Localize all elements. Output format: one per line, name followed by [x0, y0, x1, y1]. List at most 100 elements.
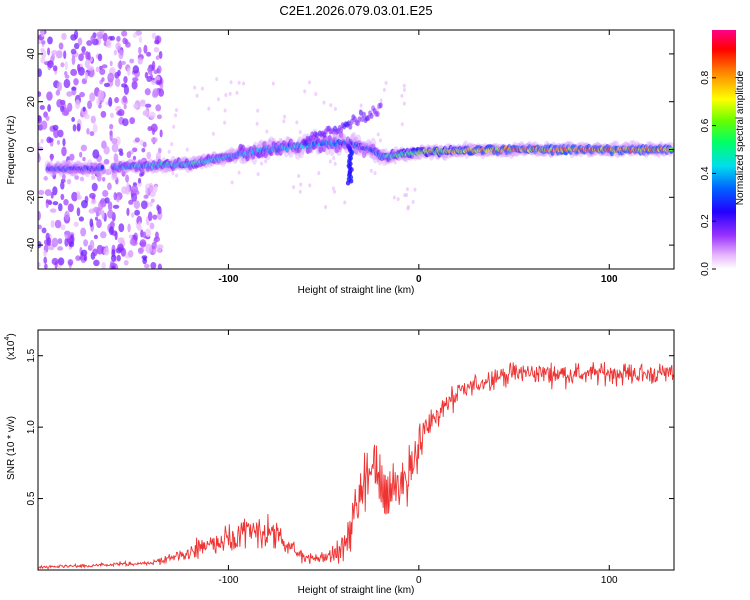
spectrogram-noise-blob — [64, 210, 70, 221]
spectrogram-noise-blob — [103, 247, 110, 256]
spectrogram-noise-blob — [129, 58, 135, 64]
spectrogram-noise-blob — [174, 113, 178, 118]
spectrogram-noise-blob — [68, 241, 75, 248]
spectrogram-noise-blob — [144, 103, 152, 108]
spectrogram-noise-blob — [66, 178, 72, 185]
spectrogram-noise-blob — [52, 65, 58, 72]
spectrogram-noise-blob — [147, 69, 153, 75]
spectrogram-noise-blob — [146, 151, 152, 160]
spectrogram-noise-blob — [83, 113, 90, 120]
spectrogram-noise-blob — [114, 77, 121, 88]
spectrogram-noise-blob — [90, 115, 96, 124]
spectrogram-noise-blob — [223, 120, 227, 125]
spectrogram-noise-blob — [150, 261, 157, 269]
spectrogram-branch — [378, 102, 383, 109]
spectrogram-noise-blob — [62, 138, 66, 147]
spectrogram-noise-blob — [90, 199, 97, 205]
spectrogram-noise-blob — [44, 189, 52, 196]
spectrogram-noise-blob — [265, 129, 269, 134]
spectrogram-noise-blob — [185, 147, 189, 152]
spectrogram-noise-blob — [67, 259, 74, 266]
spectrogram-noise-blob — [108, 226, 114, 236]
spectrogram-noise-blob — [131, 80, 138, 90]
spectrogram-noise-blob — [38, 189, 45, 196]
spectrogram-noise-blob — [101, 176, 106, 182]
spectrogram-noise-blob — [112, 204, 120, 209]
spectrogram-noise-blob — [44, 263, 48, 269]
spectrogram-noise-blob — [103, 145, 110, 155]
spectrogram-noise-blob — [103, 82, 110, 88]
snr-x-ticks: -100 0 100 — [218, 330, 618, 586]
spectrogram-noise-blob — [38, 115, 43, 124]
spectrogram-noise-blob — [106, 38, 112, 49]
spectrogram-noise-blob — [111, 143, 119, 153]
spectrogram-branch — [366, 114, 371, 121]
spectrogram-noise-blob — [138, 36, 143, 43]
spectrogram-noise-blob — [133, 103, 139, 109]
spectrogram-noise-blob — [333, 161, 337, 166]
spectrogram-noise-blob — [134, 137, 140, 143]
spectrogram-noise-blob — [94, 216, 98, 221]
spectrogram-noise-blob — [97, 89, 105, 100]
spectrogram-noise-blob — [157, 263, 163, 269]
spectrogram-noise-blob — [175, 108, 179, 113]
spectrogram-noise-blob — [143, 194, 149, 199]
spectrogram-noise-blob — [136, 181, 143, 187]
spectrogram-noise-blob — [56, 81, 63, 92]
spectrogram-noise-blob — [151, 60, 156, 71]
spectrogram-branch — [316, 137, 321, 144]
spectrogram-noise-blob — [57, 257, 65, 266]
spectrogram-noise-blob — [167, 149, 171, 154]
spectrogram-noise-blob — [378, 138, 382, 143]
spectrogram-noise-blob — [332, 155, 336, 160]
spectrogram-noise-blob — [158, 50, 163, 59]
spectrogram-noise-blob — [150, 136, 158, 144]
spectrogram-noise-blob — [53, 128, 60, 139]
spectrogram-noise-blob — [71, 55, 76, 66]
spectrogram-x-tick-label: 0 — [416, 274, 422, 285]
spectrogram-noise-blob — [151, 32, 157, 39]
spectrogram-noise-blob — [110, 254, 117, 262]
spectrogram-noise-blob — [86, 40, 93, 46]
spectrogram-noise-blob — [393, 160, 397, 165]
spectrogram-noise-blob — [78, 53, 84, 62]
spectrogram-noise-blob — [123, 76, 128, 84]
spectrogram-noise-blob — [123, 104, 127, 110]
spectrogram-noise-blob — [211, 131, 215, 136]
spectrogram-noise-blob — [122, 95, 128, 103]
spectrogram-noise-blob — [384, 80, 388, 85]
spectrogram-noise-blob — [129, 238, 136, 246]
spectrogram-noise-blob — [63, 50, 67, 60]
snr-frame — [37, 329, 675, 571]
spectrogram-noise-blob — [149, 222, 155, 230]
spectrogram-noise-blob — [155, 80, 162, 86]
spectrogram-noise-blob — [107, 209, 114, 219]
spectrogram-noise-blob — [69, 153, 75, 161]
spectrogram-noise-blob — [308, 183, 312, 188]
snr-series-line — [38, 361, 674, 570]
spectrogram-noise-blob — [90, 35, 95, 42]
spectrogram-noise-blob — [84, 71, 89, 81]
spectrogram-noise-blob — [47, 60, 54, 69]
spectrogram-noise-blob — [400, 122, 404, 127]
snr-multiplier-exp: 4 — [4, 337, 11, 341]
spectrogram-noise-blob — [299, 182, 303, 187]
spectrogram-noise-blob — [38, 262, 41, 268]
snr-y-tick-label: 1.0 — [26, 420, 37, 434]
spectrogram-noise-blob — [132, 65, 140, 74]
spectrogram-noise-blob — [109, 123, 114, 130]
spectrogram-spike — [346, 144, 351, 150]
spectrogram-noise-blob — [99, 68, 106, 75]
spectrogram-noise-blob — [237, 170, 241, 175]
spectrogram-noise-blob — [121, 170, 126, 177]
spectrogram-noise-blob — [80, 227, 87, 237]
spectrogram-noise-blob — [38, 154, 41, 163]
spectrogram-ridge-outer — [318, 146, 323, 154]
spectrogram-noise-blob — [392, 195, 396, 200]
spectrogram-noise-blob — [113, 97, 120, 103]
spectrogram-noise-blob — [137, 221, 142, 230]
spectrogram-y-tick-label: 0 — [26, 146, 37, 152]
spectrogram-noise-blob — [61, 146, 67, 157]
spectrogram-noise-blob — [58, 42, 64, 50]
spectrogram-noise-blob — [52, 124, 59, 131]
